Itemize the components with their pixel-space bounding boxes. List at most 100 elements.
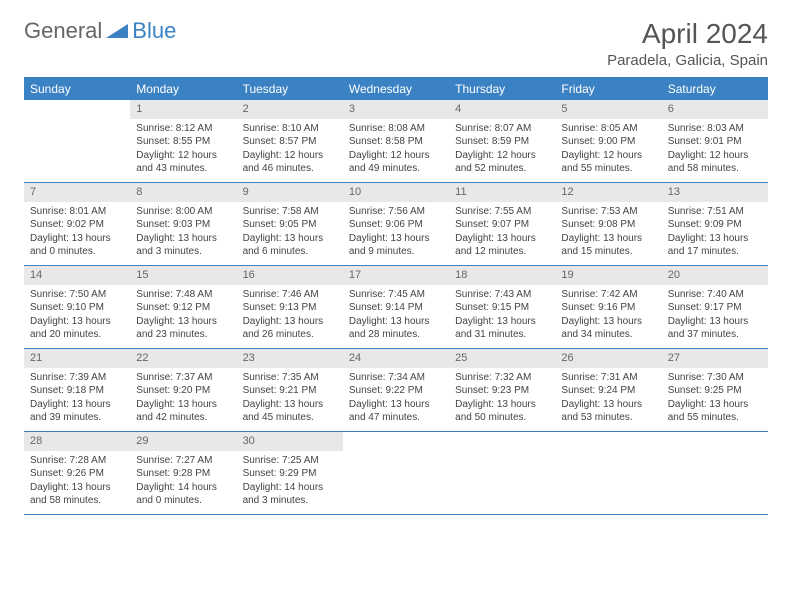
day-sunrise: Sunrise: 7:35 AM (243, 371, 337, 385)
day-day2: and 42 minutes. (136, 411, 230, 425)
dayname: Sunday (24, 78, 130, 100)
day-cell: 18Sunrise: 7:43 AMSunset: 9:15 PMDayligh… (449, 266, 555, 348)
day-sunset: Sunset: 8:55 PM (136, 135, 230, 149)
day-number: 19 (555, 266, 661, 285)
day-cell: 12Sunrise: 7:53 AMSunset: 9:08 PMDayligh… (555, 183, 661, 265)
dayname: Friday (555, 78, 661, 100)
day-cell: 13Sunrise: 7:51 AMSunset: 9:09 PMDayligh… (662, 183, 768, 265)
day-number: 2 (237, 100, 343, 119)
day-cell: 20Sunrise: 7:40 AMSunset: 9:17 PMDayligh… (662, 266, 768, 348)
day-number: 16 (237, 266, 343, 285)
day-sunrise: Sunrise: 7:58 AM (243, 205, 337, 219)
day-sunset: Sunset: 9:02 PM (30, 218, 124, 232)
day-day2: and 9 minutes. (349, 245, 443, 259)
dayname: Saturday (662, 78, 768, 100)
day-number: 12 (555, 183, 661, 202)
logo-text-1: General (24, 18, 102, 44)
day-number: 30 (237, 432, 343, 451)
day-day1: Daylight: 13 hours (349, 315, 443, 329)
day-cell: 15 Sunrise: 7:48 AMSunset: 9:12 PMDayligh… (130, 266, 236, 348)
day-sunrise: Sunrise: 8:07 AM (455, 122, 549, 136)
day-day2: and 49 minutes. (349, 162, 443, 176)
day-number: 5 (555, 100, 661, 119)
day-day2: and 12 minutes. (455, 245, 549, 259)
day-day1: Daylight: 13 hours (455, 398, 549, 412)
title-block: April 2024 Paradela, Galicia, Spain (607, 18, 768, 69)
dayname: Tuesday (237, 78, 343, 100)
day-day1: Daylight: 13 hours (136, 315, 230, 329)
day-sunrise: Sunrise: 7:55 AM (455, 205, 549, 219)
day-number: 15 (130, 266, 236, 285)
day-sunset: Sunset: 9:07 PM (455, 218, 549, 232)
day-sunrise: Sunrise: 7:48 AM (136, 288, 230, 302)
dayname-row: SundayMondayTuesdayWednesdayThursdayFrid… (24, 78, 768, 100)
day-sunset: Sunset: 9:12 PM (136, 301, 230, 315)
day-cell: 11Sunrise: 7:55 AMSunset: 9:07 PMDayligh… (449, 183, 555, 265)
day-sunset: Sunset: 9:03 PM (136, 218, 230, 232)
day-day1: Daylight: 13 hours (668, 398, 762, 412)
location: Paradela, Galicia, Spain (607, 52, 768, 69)
day-cell (343, 432, 449, 514)
day-cell: 1Sunrise: 8:12 AMSunset: 8:55 PMDaylight… (130, 100, 236, 182)
day-cell (662, 432, 768, 514)
day-sunrise: Sunrise: 7:50 AM (30, 288, 124, 302)
day-sunrise: Sunrise: 7:40 AM (668, 288, 762, 302)
day-day1: Daylight: 12 hours (561, 149, 655, 163)
day-sunset: Sunset: 9:20 PM (136, 384, 230, 398)
day-day2: and 23 minutes. (136, 328, 230, 342)
day-sunset: Sunset: 9:10 PM (30, 301, 124, 315)
day-number: 7 (24, 183, 130, 202)
day-day1: Daylight: 13 hours (30, 481, 124, 495)
day-sunset: Sunset: 9:25 PM (668, 384, 762, 398)
day-sunset: Sunset: 9:28 PM (136, 467, 230, 481)
day-day2: and 34 minutes. (561, 328, 655, 342)
day-day2: and 20 minutes. (30, 328, 124, 342)
day-sunset: Sunset: 8:57 PM (243, 135, 337, 149)
day-sunrise: Sunrise: 8:08 AM (349, 122, 443, 136)
calendar: SundayMondayTuesdayWednesdayThursdayFrid… (24, 77, 768, 515)
day-day2: and 58 minutes. (668, 162, 762, 176)
day-sunset: Sunset: 9:23 PM (455, 384, 549, 398)
day-day2: and 47 minutes. (349, 411, 443, 425)
week-row: 21Sunrise: 7:39 AMSunset: 9:18 PMDayligh… (24, 349, 768, 432)
day-sunset: Sunset: 9:08 PM (561, 218, 655, 232)
day-day1: Daylight: 13 hours (561, 398, 655, 412)
day-number: 11 (449, 183, 555, 202)
day-day1: Daylight: 13 hours (349, 232, 443, 246)
day-sunset: Sunset: 9:00 PM (561, 135, 655, 149)
day-day1: Daylight: 13 hours (561, 315, 655, 329)
week-row: 14Sunrise: 7:50 AMSunset: 9:10 PMDayligh… (24, 266, 768, 349)
day-number: 1 (130, 100, 236, 119)
day-cell: 30Sunrise: 7:25 AMSunset: 9:29 PMDayligh… (237, 432, 343, 514)
day-sunset: Sunset: 9:16 PM (561, 301, 655, 315)
day-day1: Daylight: 13 hours (243, 232, 337, 246)
day-sunset: Sunset: 9:21 PM (243, 384, 337, 398)
day-day1: Daylight: 13 hours (668, 315, 762, 329)
day-day1: Daylight: 13 hours (30, 232, 124, 246)
day-day1: Daylight: 13 hours (30, 315, 124, 329)
day-day1: Daylight: 14 hours (136, 481, 230, 495)
day-sunset: Sunset: 9:09 PM (668, 218, 762, 232)
day-day2: and 17 minutes. (668, 245, 762, 259)
day-number: 10 (343, 183, 449, 202)
dayname: Monday (130, 78, 236, 100)
day-cell: 22Sunrise: 7:37 AMSunset: 9:20 PMDayligh… (130, 349, 236, 431)
day-number: 18 (449, 266, 555, 285)
day-sunset: Sunset: 9:14 PM (349, 301, 443, 315)
day-sunrise: Sunrise: 7:30 AM (668, 371, 762, 385)
day-sunset: Sunset: 9:01 PM (668, 135, 762, 149)
day-sunrise: Sunrise: 7:31 AM (561, 371, 655, 385)
day-day2: and 46 minutes. (243, 162, 337, 176)
day-sunrise: Sunrise: 7:32 AM (455, 371, 549, 385)
day-sunset: Sunset: 8:58 PM (349, 135, 443, 149)
day-sunrise: Sunrise: 7:51 AM (668, 205, 762, 219)
day-sunrise: Sunrise: 7:42 AM (561, 288, 655, 302)
day-day1: Daylight: 13 hours (30, 398, 124, 412)
day-day1: Daylight: 12 hours (455, 149, 549, 163)
week-row: 28Sunrise: 7:28 AMSunset: 9:26 PMDayligh… (24, 432, 768, 515)
day-cell: 25Sunrise: 7:32 AMSunset: 9:23 PMDayligh… (449, 349, 555, 431)
dayname: Thursday (449, 78, 555, 100)
day-sunrise: Sunrise: 7:28 AM (30, 454, 124, 468)
day-day1: Daylight: 13 hours (243, 315, 337, 329)
day-day1: Daylight: 13 hours (668, 232, 762, 246)
